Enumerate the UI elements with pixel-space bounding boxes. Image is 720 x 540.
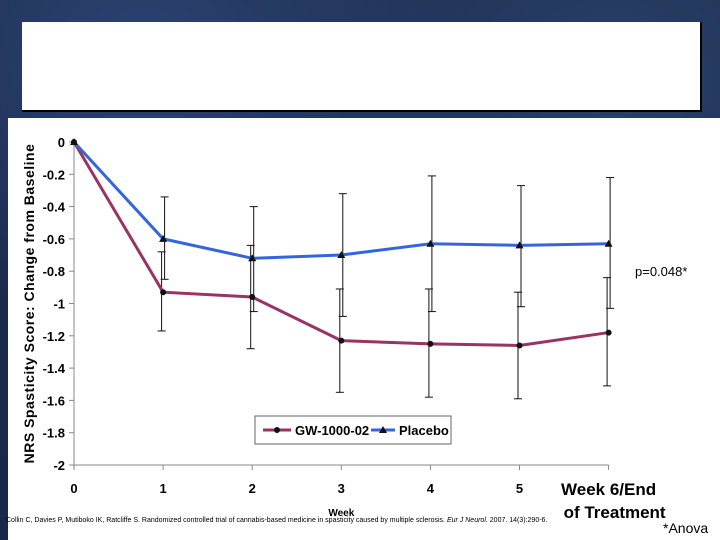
citation: Collin C, Davies P, Mutiboko IK, Ratclif…: [6, 517, 547, 524]
data-point-triangle: [70, 138, 78, 145]
data-point-circle: [160, 289, 167, 296]
y-tick-label: 0: [58, 135, 65, 150]
citation-tail: 2007. 14(3):290-6.: [489, 517, 548, 524]
y-tick-label: -1.2: [43, 329, 65, 344]
y-tick-label: -1.6: [43, 393, 65, 408]
data-point-circle: [605, 329, 612, 336]
p-value-label: p=0.048*: [635, 264, 688, 279]
y-tick-label: -0.4: [43, 200, 66, 215]
x-tick-label: Week 6/End: [561, 480, 656, 499]
y-tick-label: -0.6: [43, 232, 65, 247]
data-point-circle: [249, 294, 256, 301]
x-tick-label: 2: [249, 481, 256, 496]
data-point-triangle: [515, 241, 524, 249]
spasticity-line-chart: 0 -0.2 -0.4 -0.6 -0.8 -1 -1.2 -1.4 -1.6 -1.8 -2 0 1 2…: [21, 135, 666, 522]
data-point-circle: [338, 337, 345, 344]
x-tick-label: 3: [338, 481, 345, 496]
x-tick-label: 5: [516, 481, 523, 496]
x-tick-label: 1: [159, 481, 166, 496]
chart-panel: 0 -0.2 -0.4 -0.6 -0.8 -1 -1.2 -1.4 -1.6 -1.8 -2 0 1 2…: [8, 118, 720, 540]
y-tick-label: -1: [53, 297, 65, 312]
data-point-triangle: [337, 251, 346, 259]
y-tick-label: -0.8: [43, 264, 65, 279]
y-tick-label: -1.4: [43, 361, 66, 376]
data-point-triangle: [426, 239, 435, 247]
x-tick-label: 0: [70, 481, 77, 496]
series-line-placebo: [72, 140, 609, 260]
y-axis-title: NRS Spasticity Score: Change from Baseli…: [21, 144, 37, 464]
legend-marker-triangle: [379, 426, 387, 433]
citation-journal: Eur J Neurol.: [446, 517, 488, 524]
y-tick-label: -1.8: [43, 426, 65, 441]
data-point-triangle: [159, 234, 168, 242]
data-point-triangle: [604, 239, 613, 247]
y-tick-label: -2: [53, 458, 65, 473]
x-axis-title: Week: [328, 508, 354, 519]
legend-marker-circle: [274, 427, 280, 433]
anova-footnote: *Anova: [663, 520, 709, 536]
legend-label-placebo: Placebo: [399, 423, 449, 438]
x-tick-label: of Treatment: [564, 503, 666, 522]
legend-label-gw-1000-02: GW-1000-02: [295, 423, 369, 438]
y-tick-label: -0.2: [43, 167, 65, 182]
data-point-circle: [516, 342, 523, 349]
x-tick-label: 4: [427, 481, 435, 496]
data-point-circle: [427, 340, 434, 347]
slide-title-box: [22, 22, 702, 112]
citation-main: Collin C, Davies P, Mutiboko IK, Ratclif…: [6, 517, 446, 524]
data-point-triangle: [248, 254, 257, 262]
